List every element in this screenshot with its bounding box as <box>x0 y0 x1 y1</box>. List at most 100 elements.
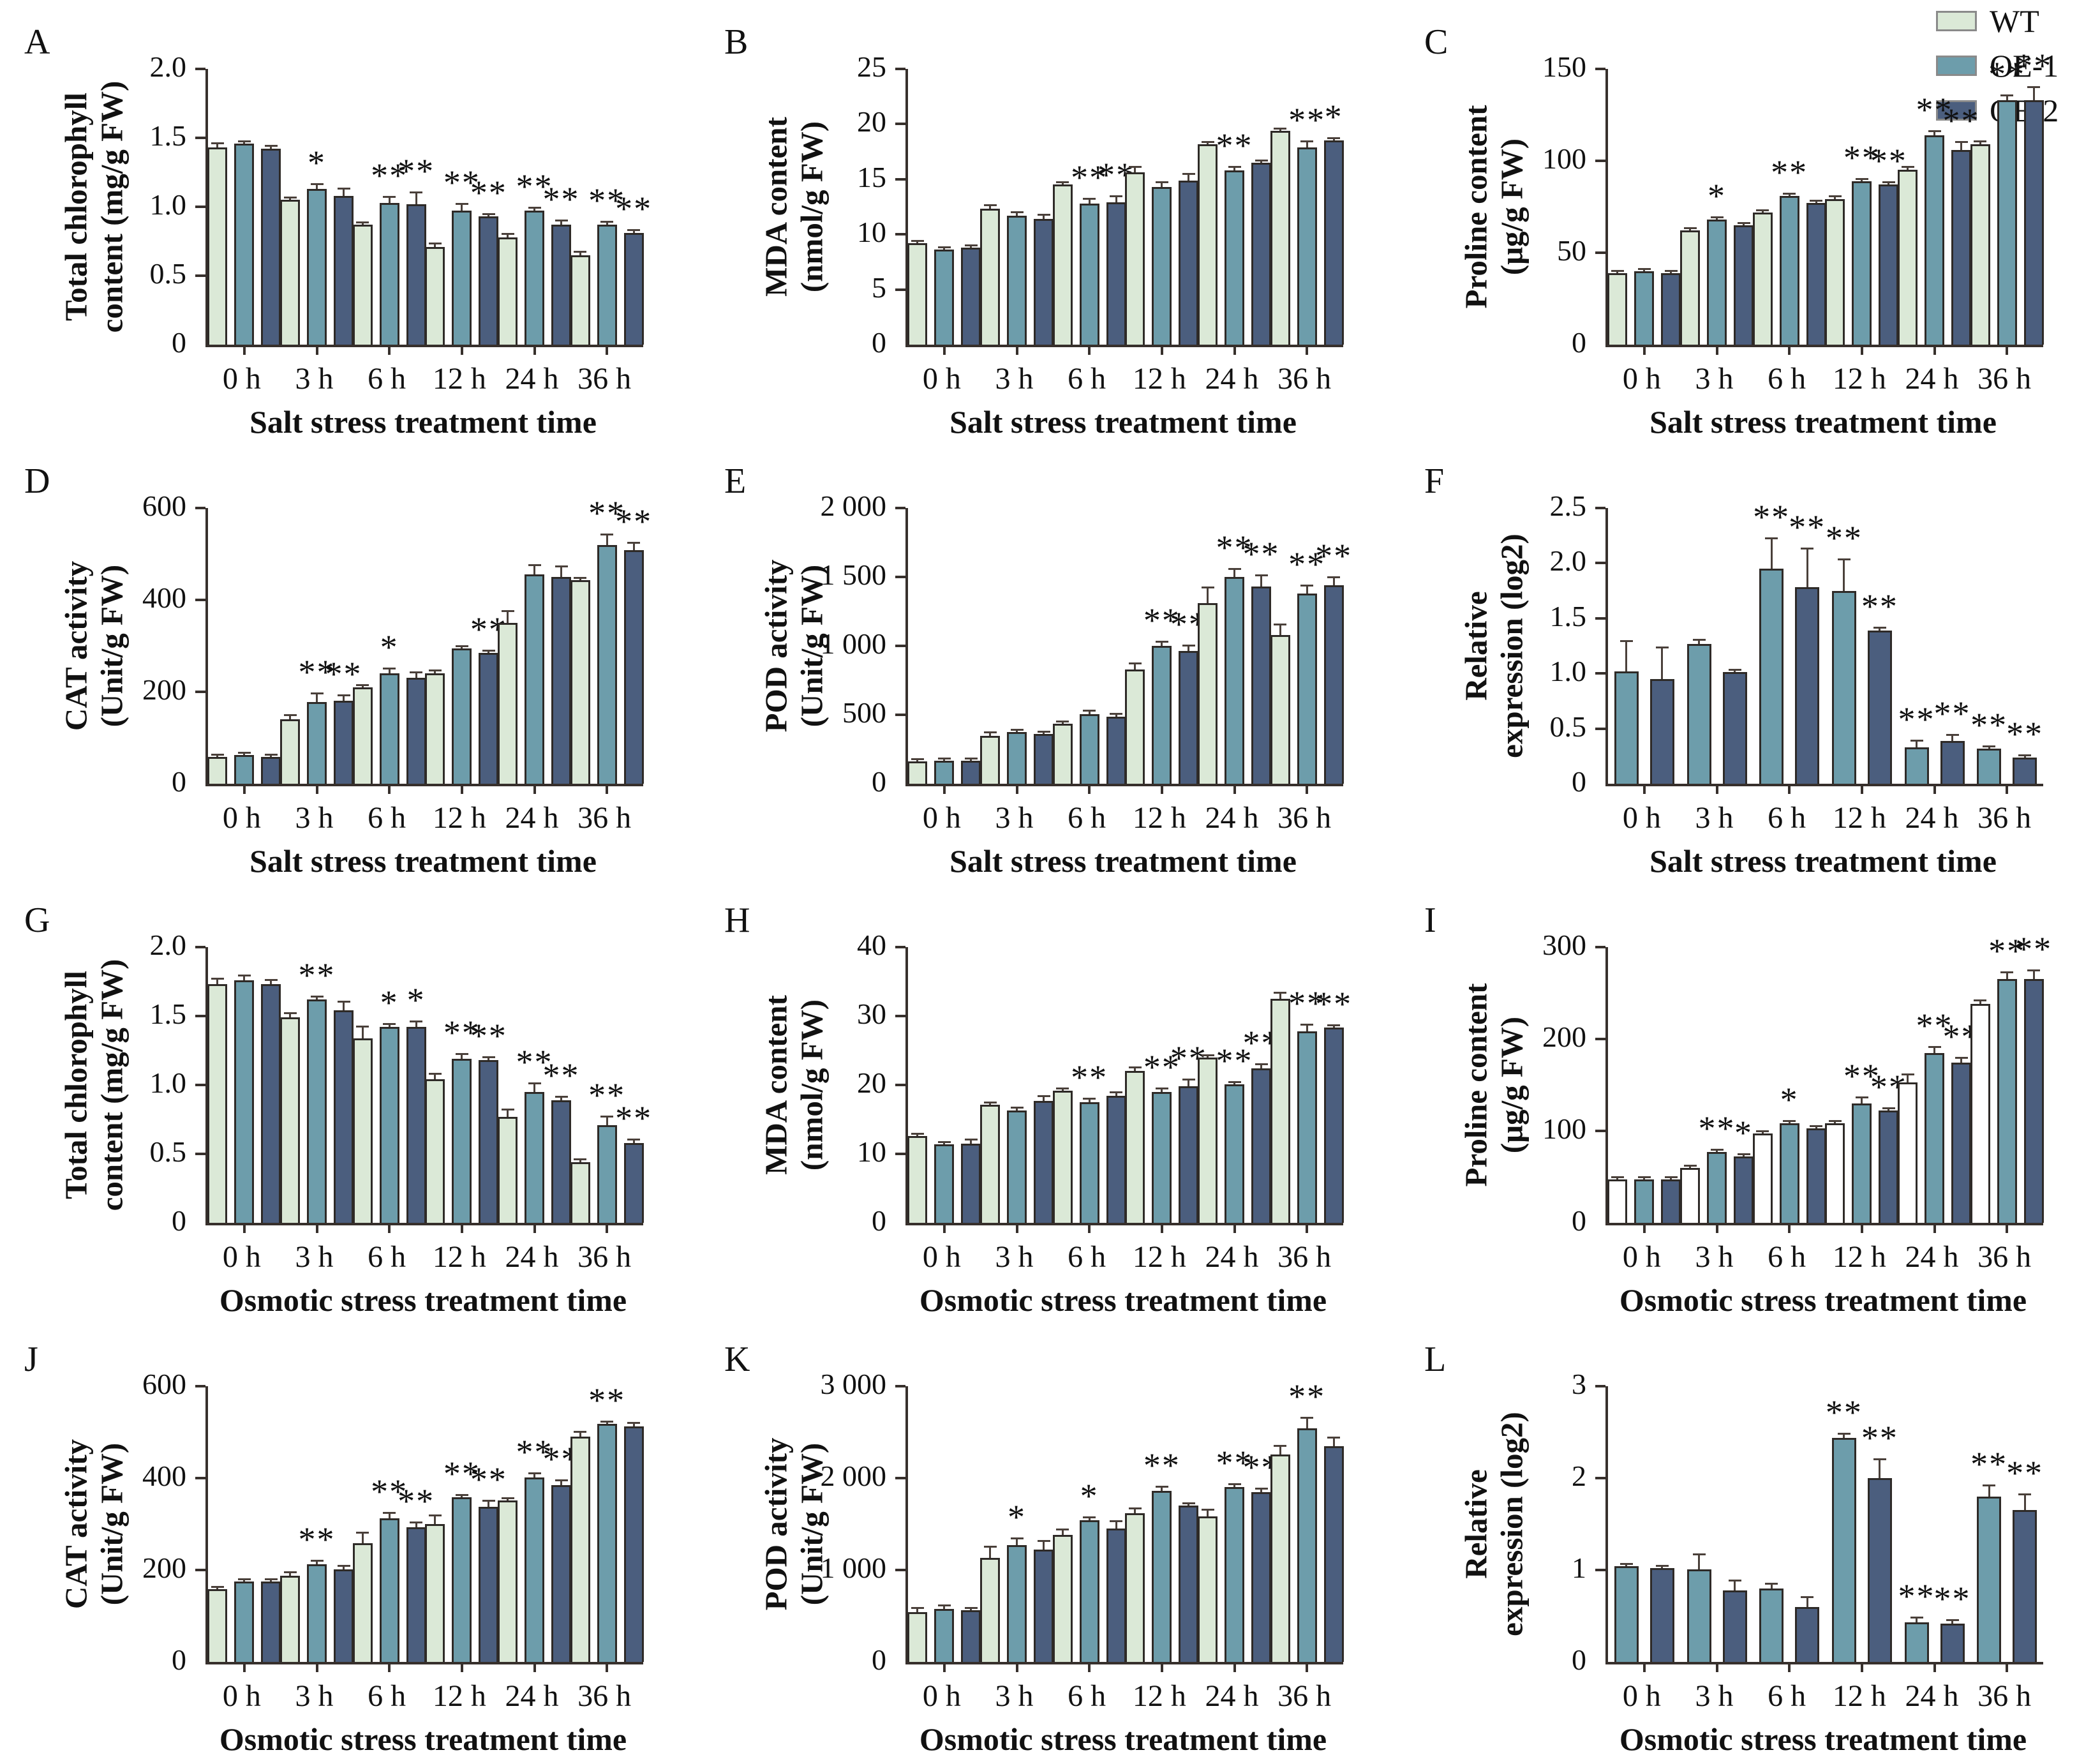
error-bar <box>1815 201 1817 204</box>
significance-marker: ** <box>1143 1048 1180 1087</box>
bar-oe-1-0h <box>1634 1179 1655 1223</box>
panel-H: H MDA content (nmol/g FW) 0 10 20 30 40 ** ** ** *… <box>700 878 1400 1318</box>
legend-swatch-oe-1 <box>1936 56 1977 76</box>
significance-marker: ** <box>1288 984 1326 1023</box>
x-tick <box>1088 345 1091 355</box>
bar-wt-6h <box>352 1543 373 1662</box>
bar-wt-12h <box>1125 1071 1145 1223</box>
error-bar <box>1016 729 1018 732</box>
error-bar-cap <box>283 1012 297 1014</box>
bar-wt-36h <box>1970 144 1990 345</box>
error-bar-cap <box>1128 1507 1142 1509</box>
error-bar-cap <box>1037 1095 1050 1098</box>
error-bar <box>632 230 635 234</box>
error-bar <box>1134 664 1136 669</box>
error-bar-cap <box>1828 195 1842 198</box>
error-bar-cap <box>1228 1483 1241 1486</box>
x-tick <box>1715 784 1718 794</box>
error-bar-cap <box>1655 1565 1669 1567</box>
error-bar <box>361 1027 364 1038</box>
error-bar-cap <box>482 213 495 216</box>
panel-letter-L: L <box>1424 1340 1447 1379</box>
error-bar <box>488 1501 490 1507</box>
y-tick-label: 2.0 <box>149 50 187 83</box>
significance-marker: ** <box>298 955 336 994</box>
y-tick <box>195 206 205 208</box>
panel-letter-C: C <box>1424 22 1448 62</box>
y-tick <box>895 1084 905 1086</box>
error-bar <box>1933 131 1935 135</box>
bar-wt-12h <box>425 1079 445 1223</box>
error-bar <box>1233 1484 1235 1488</box>
y-axis-label: MDA content (nmol/g FW) <box>758 117 830 297</box>
error-bar <box>1734 670 1736 673</box>
error-bar-cap <box>555 1096 568 1098</box>
error-bar-cap <box>1010 1106 1024 1109</box>
error-bar-cap <box>983 204 997 207</box>
error-bar <box>316 1560 318 1564</box>
significance-marker: * <box>1008 1498 1026 1537</box>
bar-oe-1-36h <box>1977 748 2002 784</box>
error-bar-cap <box>264 1578 278 1580</box>
error-bar <box>415 672 417 678</box>
error-bar <box>1233 167 1235 170</box>
error-bar <box>533 565 535 575</box>
x-tick-label: 3 h <box>295 801 334 835</box>
x-tick-label: 0 h <box>1622 1679 1661 1713</box>
y-tick-label: 0 <box>1572 1643 1586 1676</box>
y-tick-label: 1 500 <box>820 558 887 591</box>
bar-oe-2-12h <box>1179 1086 1199 1223</box>
x-tick-label: 3 h <box>1695 362 1734 396</box>
y-tick <box>195 137 205 139</box>
error-bar <box>507 234 509 237</box>
bar-wt-0h <box>907 1135 928 1223</box>
error-bar-cap <box>237 1578 251 1580</box>
x-tick-label: 36 h <box>577 1240 632 1274</box>
significance-marker: ** <box>588 1075 626 1114</box>
error-bar <box>361 685 364 687</box>
significance-marker: ** <box>1216 1444 1253 1483</box>
error-bar-cap <box>1110 195 1123 198</box>
error-bar-cap <box>1155 1088 1168 1090</box>
error-bar-cap <box>964 244 978 246</box>
x-tick <box>1306 1662 1309 1672</box>
error-bar <box>289 715 291 720</box>
y-tick-label: 1.0 <box>149 188 187 221</box>
error-bar <box>1761 1132 1764 1134</box>
error-bar-cap <box>1737 221 1750 224</box>
error-bar <box>1988 746 1990 749</box>
error-bar-cap <box>1037 1540 1050 1543</box>
y-tick-label: 0 <box>1572 326 1586 359</box>
significance-marker: ** <box>615 502 653 541</box>
error-bar <box>1188 174 1190 181</box>
x-tick <box>460 1662 463 1672</box>
significance-marker: ** <box>1861 587 1898 626</box>
bar-oe-2-6h <box>1106 1529 1126 1662</box>
error-bar <box>916 1608 919 1613</box>
error-bar <box>1260 575 1262 587</box>
error-bar <box>1907 1075 1909 1082</box>
significance-marker: * <box>380 983 399 1022</box>
x-tick <box>315 784 318 794</box>
error-bar-cap <box>310 1559 324 1562</box>
error-bar-cap <box>1083 197 1096 200</box>
legend-swatch-wt <box>1936 11 1977 31</box>
error-bar <box>216 1587 219 1590</box>
significance-marker: ** <box>1216 1041 1253 1080</box>
bar-wt-6h <box>1052 1535 1073 1662</box>
bar-oe-1-24h <box>1925 135 1944 345</box>
error-bar <box>1879 628 1881 631</box>
error-bar-cap <box>1110 1091 1123 1093</box>
error-bar <box>1843 560 1845 591</box>
error-bar-cap <box>1201 140 1214 143</box>
x-tick <box>1160 345 1163 355</box>
error-bar <box>1815 1126 1817 1128</box>
significance-marker: ** <box>516 1432 553 1471</box>
plot-area: 0 5 10 15 20 25 ** ** ** ** * <box>857 50 1344 359</box>
x-tick <box>1642 1662 1646 1672</box>
bar-oe-1-0h <box>934 1609 955 1662</box>
error-bar-cap <box>1611 1176 1624 1179</box>
error-bar-cap <box>528 564 541 566</box>
panel-A: A Total chlorophyll content (mg/g FW) 0 0.5… <box>0 0 700 440</box>
error-bar-cap <box>1274 1444 1287 1447</box>
